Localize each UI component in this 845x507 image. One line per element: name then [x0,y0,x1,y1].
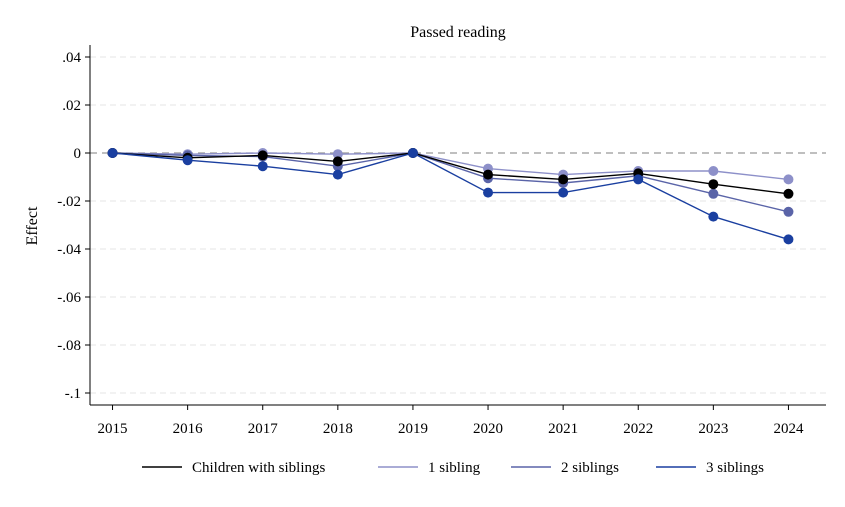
y-tick-label-0: .04 [62,50,81,66]
y-tick-label-1: .02 [62,98,81,114]
series-line-3 [112,152,789,241]
series-3-point-5 [483,187,494,198]
legend: Children with siblings 1 sibling 2 sibling… [142,460,764,476]
series-line-1 [112,152,789,181]
x-tick-label-7: 2022 [623,421,653,437]
series-1-point-9 [783,174,794,185]
legend-label-0: Children with siblings [192,460,326,476]
x-tick-label-5: 2020 [473,421,503,437]
series-3-point-3 [332,169,343,180]
series-2-point-9 [783,206,794,217]
x-tick-label-1: 2016 [173,421,204,437]
x-tick-label-4: 2019 [398,421,428,437]
axes-layer: .04 .02 0 -.02 -.04 -.06 -.08 -.1 2015 2016 2017 20… [57,45,826,437]
x-tick-label-2: 2017 [248,421,279,437]
series-3-point-6 [558,187,569,198]
series-3-point-8 [708,211,719,222]
y-tick-label-6: -.08 [57,338,81,354]
series-3-point-9 [783,234,794,245]
series-0-point-5 [483,169,494,180]
legend-label-3: 3 siblings [706,460,764,476]
series-3-point-2 [257,161,268,172]
x-tick-label-0: 2015 [98,421,128,437]
series-0-point-3 [332,156,343,167]
y-tick-label-3: -.02 [57,194,81,210]
y-tick-label-5: -.06 [57,290,81,306]
y-axis-title: Effect [24,206,41,245]
series-1-point-8 [708,166,719,176]
series-3-point-1 [182,155,193,166]
series-0-point-2 [257,150,268,161]
y-tick-label-7: -.1 [65,386,81,402]
legend-label-1: 1 sibling [428,460,481,476]
series-layer [107,148,794,245]
series-line-0 [112,152,789,195]
grid-layer [90,56,826,394]
series-0-point-6 [558,174,569,185]
series-1-point-3 [332,149,343,160]
x-tick-label-6: 2021 [548,421,578,437]
y-tick-label-4: -.04 [57,242,81,258]
series-3-point-4 [407,148,418,158]
x-tick-label-3: 2018 [323,421,353,437]
series-2-point-8 [708,188,719,199]
chart-title: Passed reading [410,24,506,41]
y-tick-label-2: 0 [74,146,82,162]
series-3-point-7 [633,174,644,185]
x-tick-label-9: 2024 [773,421,804,437]
series-0-point-8 [708,179,719,190]
series-3-point-0 [107,148,118,158]
legend-label-2: 2 siblings [561,460,619,476]
series-0-point-9 [783,188,794,199]
x-tick-label-8: 2023 [698,421,728,437]
